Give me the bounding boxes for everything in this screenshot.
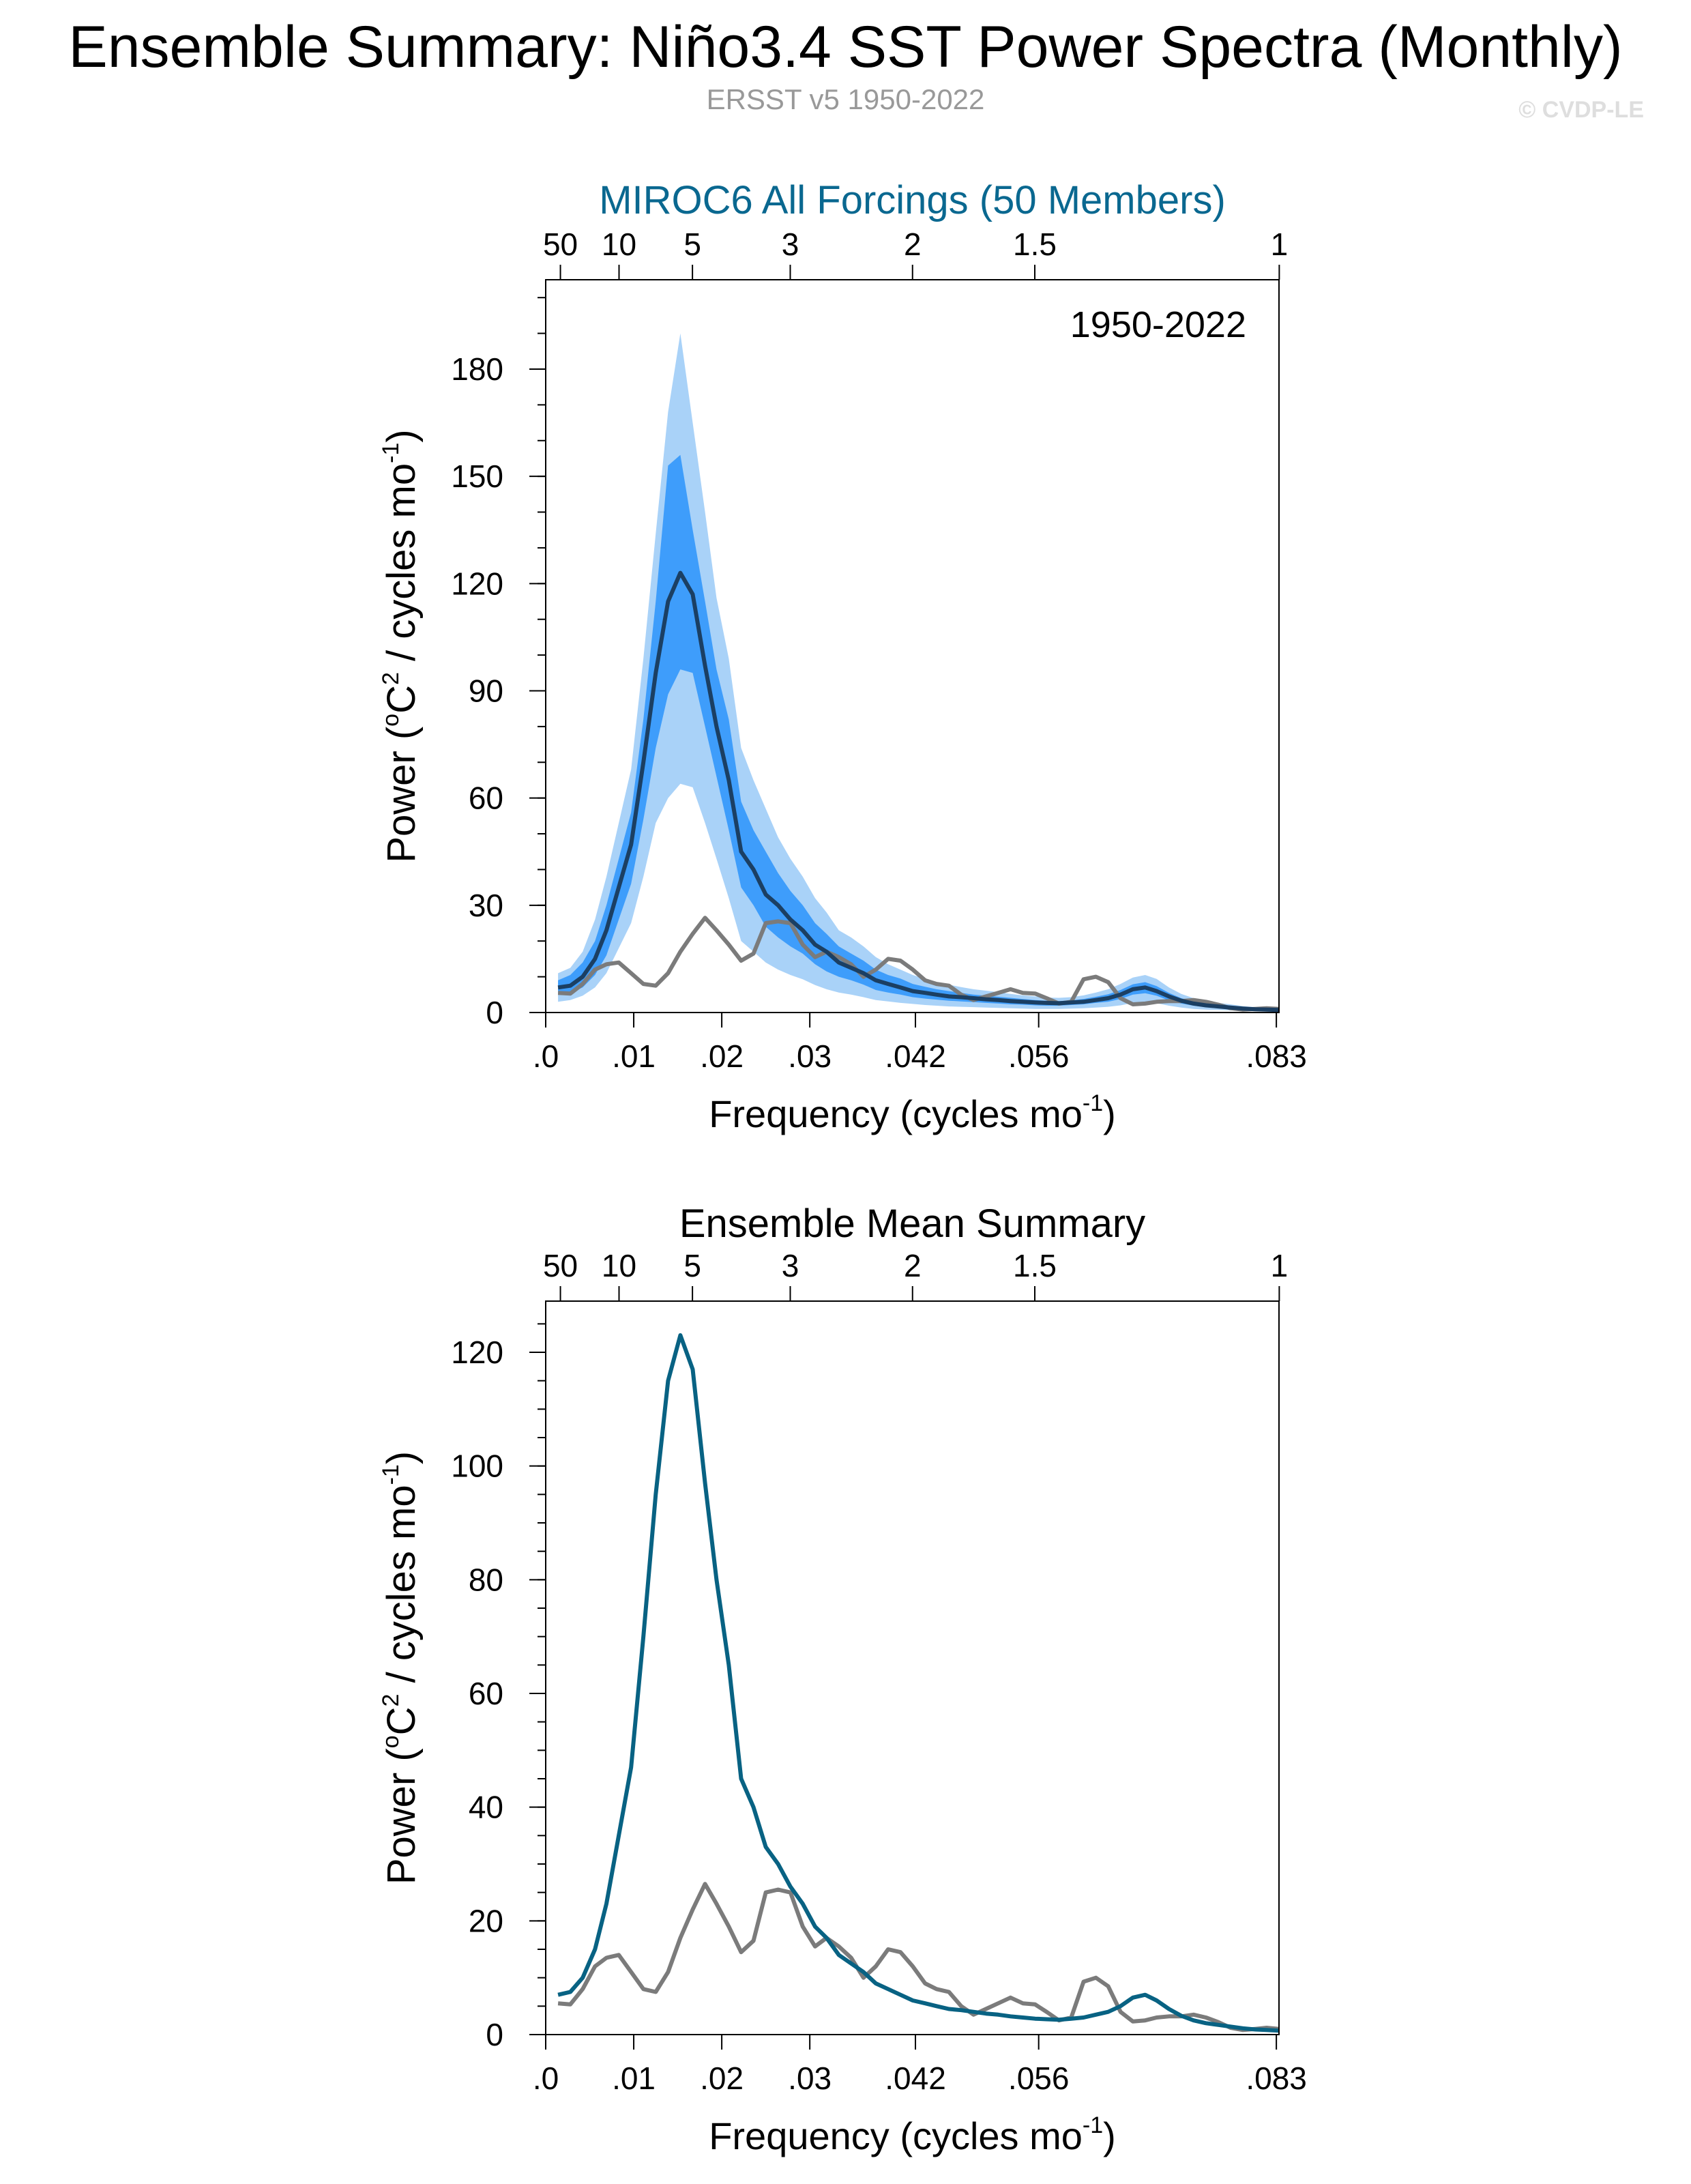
y-axis-label-squared: 2 — [378, 672, 404, 685]
x-tick-label: .02 — [700, 2061, 744, 2096]
ensemble-mean-line — [557, 570, 1280, 1013]
y-axis-label-degree: o — [378, 714, 404, 727]
top-tick-label: 50 — [543, 1248, 578, 1283]
x-axis-label: Frequency (cycles mo-1) — [709, 2112, 1116, 2157]
x-tick-label: .01 — [612, 2061, 656, 2096]
top-tick-label: 2 — [904, 1248, 922, 1283]
y-axis-label-superscript: -1 — [378, 443, 404, 463]
x-tick-label: .056 — [1008, 1038, 1070, 1074]
top-tick-label: 3 — [782, 1248, 799, 1283]
y-tick-label: 0 — [486, 2017, 503, 2052]
y-axis-label: Power (oC2 / cycles mo-1) — [378, 429, 424, 862]
y-axis-label-close: ) — [379, 1451, 424, 1464]
top-tick-label: 3 — [782, 227, 799, 262]
x-tick-label: .0 — [533, 2061, 559, 2096]
inner-spread-band — [558, 454, 1279, 1011]
x-axis-label: Frequency (cycles mo-1) — [709, 1090, 1116, 1135]
y-tick-label: 0 — [486, 995, 503, 1030]
y-axis-label-power: Power ( — [379, 1748, 424, 1884]
x-tick-label: .03 — [788, 1038, 832, 1074]
x-tick-label: .02 — [700, 1038, 744, 1074]
observations-line — [557, 1882, 1280, 2033]
y-tick-label: 120 — [451, 566, 503, 601]
x-axis-label-main: Frequency (cycles mo — [709, 1092, 1083, 1135]
y-tick-label: 100 — [451, 1448, 503, 1484]
top-tick-label: 1 — [1271, 1248, 1289, 1283]
y-axis-label-squared: 2 — [378, 1694, 404, 1707]
y-tick-label: 120 — [451, 1335, 503, 1370]
x-tick-label: .042 — [885, 1038, 946, 1074]
y-tick-label: 180 — [451, 351, 503, 387]
top-tick-label: 1 — [1271, 227, 1289, 262]
observations-line — [557, 916, 1280, 1012]
x-axis-label-superscript: -1 — [1083, 2112, 1103, 2138]
y-axis-label-units: / cycles mo — [379, 1485, 424, 1693]
y-tick-label: 40 — [469, 1790, 503, 1825]
y-axis-label-celsius: C — [379, 685, 424, 714]
y-tick-label: 30 — [469, 888, 503, 923]
y-tick-label: 60 — [469, 1676, 503, 1711]
top-tick-label: 5 — [683, 1248, 701, 1283]
y-tick-label: 150 — [451, 458, 503, 494]
y-axis-label-degree: o — [378, 1735, 404, 1748]
page-subtitle: ERSST v5 1950-2022 — [706, 83, 985, 115]
top-tick-label: 10 — [602, 1248, 636, 1283]
y-tick-label: 80 — [469, 1562, 503, 1597]
x-tick-label: .01 — [612, 1038, 656, 1074]
top-tick-label: 10 — [602, 227, 636, 262]
y-tick-label: 90 — [469, 673, 503, 708]
x-tick-label: .03 — [788, 2061, 832, 2096]
x-axis-label-superscript: -1 — [1083, 1090, 1103, 1116]
y-axis-label-power: Power ( — [379, 727, 424, 863]
x-tick-label: .083 — [1246, 2061, 1307, 2096]
page-title: Ensemble Summary: Niño3.4 SST Power Spec… — [68, 14, 1623, 80]
top-tick-label: 1.5 — [1013, 1248, 1057, 1283]
y-tick-label: 20 — [469, 1903, 503, 1938]
x-axis-label-main: Frequency (cycles mo — [709, 2114, 1083, 2157]
y-tick-label: 60 — [469, 781, 503, 816]
x-tick-label: .083 — [1246, 1038, 1307, 1074]
top-tick-label: 2 — [904, 227, 922, 262]
y-axis-label-units: / cycles mo — [379, 463, 424, 672]
ensemble-mean-line — [557, 1333, 1280, 2033]
plot-frame — [545, 1300, 1280, 2035]
period-annotation: 1950-2022 — [1070, 304, 1246, 345]
top-tick-label: 5 — [683, 227, 701, 262]
x-tick-label: .042 — [885, 2061, 946, 2096]
credit-watermark: © CVDP-LE — [1518, 97, 1644, 123]
y-axis-label-celsius: C — [379, 1707, 424, 1736]
y-axis-label-close: ) — [379, 429, 424, 442]
panel-title: Ensemble Mean Summary — [679, 1202, 1145, 1246]
x-tick-label: .0 — [533, 1038, 559, 1074]
top-tick-label: 50 — [543, 227, 578, 262]
x-tick-label: .056 — [1008, 2061, 1070, 2096]
panel-title: MIROC6 All Forcings (50 Members) — [599, 178, 1226, 222]
top-tick-label: 1.5 — [1013, 227, 1057, 262]
x-axis-label-close: ) — [1103, 1092, 1116, 1135]
y-axis-label: Power (oC2 / cycles mo-1) — [378, 1451, 424, 1884]
x-axis-label-close: ) — [1103, 2114, 1116, 2157]
y-axis-label-superscript: -1 — [378, 1464, 404, 1485]
